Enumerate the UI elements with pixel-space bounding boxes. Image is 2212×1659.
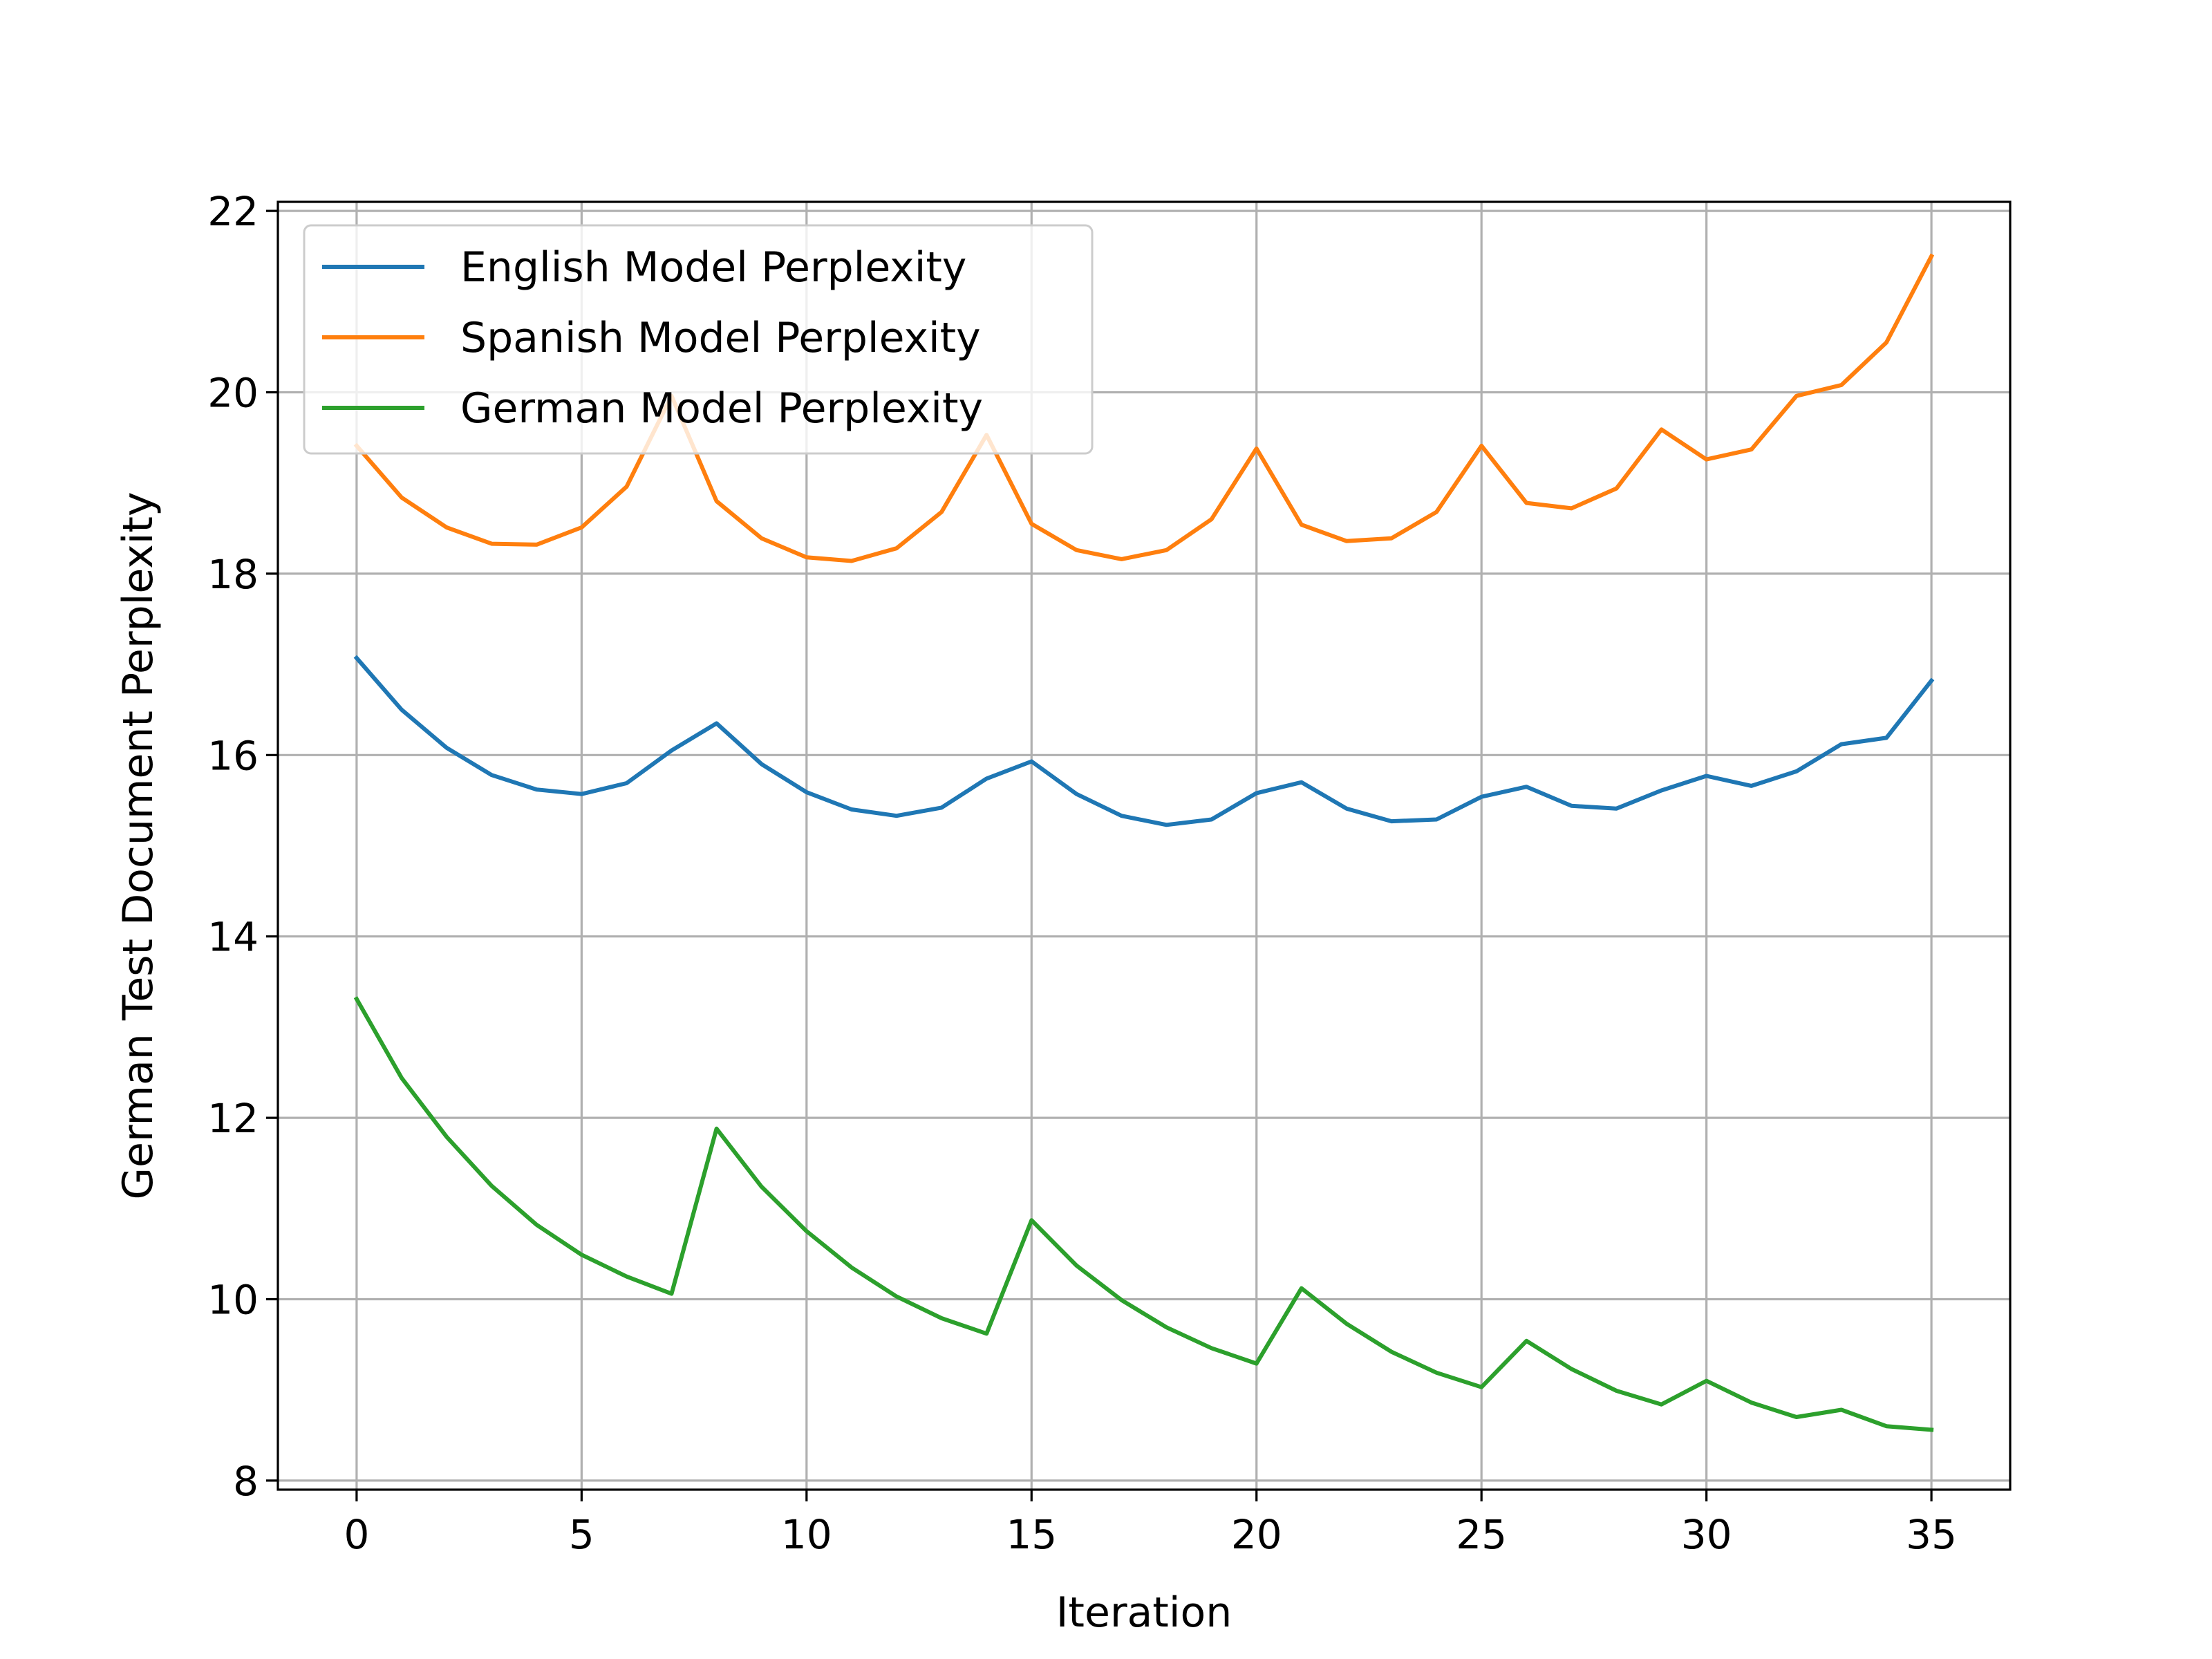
x-tick-label: 10 [781, 1511, 832, 1558]
x-tick-label: 5 [569, 1511, 594, 1558]
x-tick-label: 20 [1231, 1511, 1282, 1558]
y-tick-label: 16 [207, 732, 259, 779]
y-tick-label: 8 [233, 1458, 259, 1505]
series-lines [353, 253, 1935, 1432]
x-tick-label: 30 [1681, 1511, 1732, 1558]
plot-area-frame [276, 200, 2012, 1491]
y-tick-label: 12 [207, 1095, 259, 1142]
legend: English Model Perplexity Spanish Model Pe… [303, 224, 1094, 455]
y-axis-label: German Test Document Perplexity [114, 492, 162, 1200]
series-line-1 [353, 655, 1935, 827]
axis-ticks: 0 5 10 15 20 25 30 35 8 10 12 14 16 18 20 22 [207, 188, 1957, 1558]
y-tick-label: 18 [207, 551, 259, 598]
x-tick-label: 15 [1006, 1511, 1057, 1558]
y-tick-label: 20 [207, 370, 259, 417]
y-tick-label: 10 [207, 1276, 259, 1323]
legend-box [303, 224, 1094, 455]
legend-label: English Model Perplexity [460, 243, 966, 292]
x-axis-label: Iteration [1056, 1588, 1232, 1637]
x-tick-label: 25 [1456, 1511, 1507, 1558]
series-line-2 [353, 253, 1935, 563]
legend-label: German Model Perplexity [460, 384, 983, 433]
series-line-3 [353, 996, 1934, 1432]
legend-label: Spanish Model Perplexity [460, 314, 981, 362]
y-tick-label: 14 [207, 914, 259, 961]
x-tick-label: 0 [344, 1511, 369, 1558]
x-tick-label: 35 [1906, 1511, 1957, 1558]
y-tick-label: 22 [207, 188, 259, 235]
